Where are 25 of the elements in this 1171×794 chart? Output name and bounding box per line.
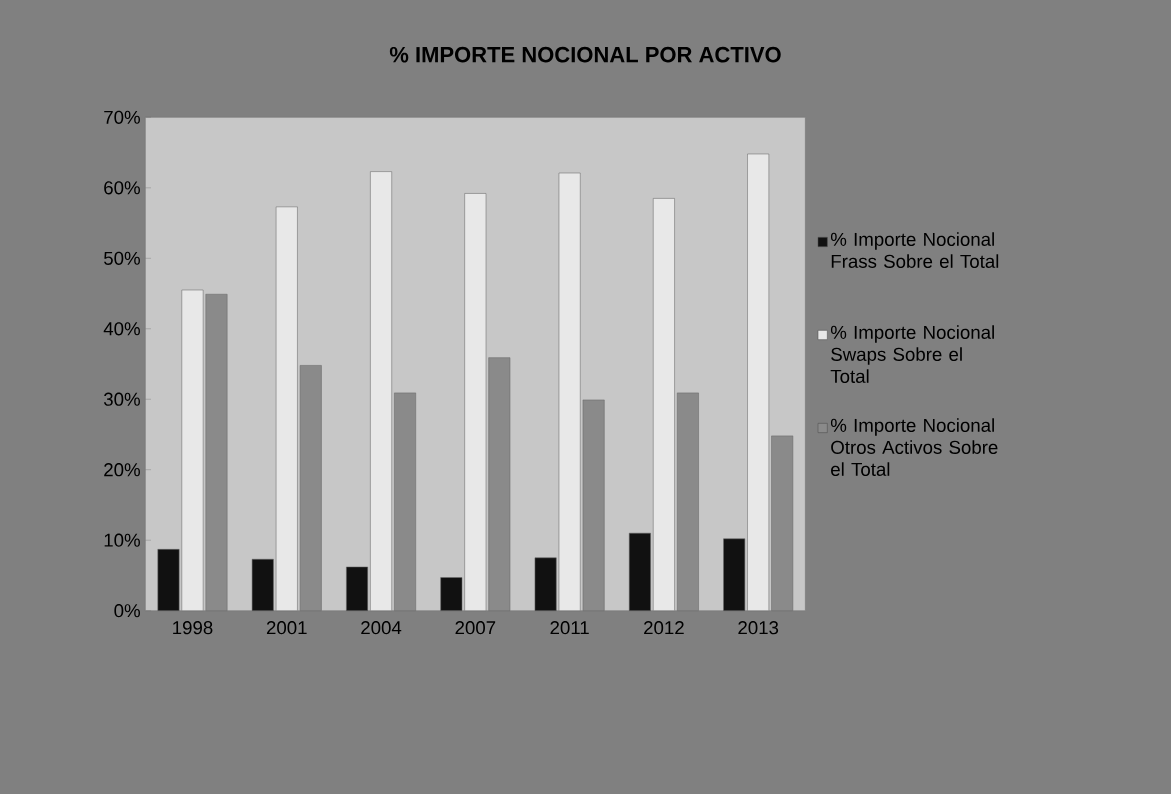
y-tick-label: 10% xyxy=(104,533,140,547)
x-tick-label: 2012 xyxy=(644,621,684,635)
bar xyxy=(394,392,416,611)
y-tick-label: 40% xyxy=(103,322,140,336)
x-tick-label: 2013 xyxy=(738,621,779,635)
bar xyxy=(652,198,675,611)
legend-label: % Importe Nocional Frass Sobre el Total xyxy=(830,232,999,268)
y-tick-label: 60% xyxy=(104,181,140,195)
x-tick-label: 2004 xyxy=(361,621,402,635)
y-tick-label: 70% xyxy=(104,110,140,124)
bar xyxy=(628,532,651,611)
y-tick-label: 0% xyxy=(114,604,140,618)
bar xyxy=(346,566,368,611)
x-tick-label: 2011 xyxy=(550,621,589,635)
legend-label: % Importe Nocional Otros Activos Sobre el Total xyxy=(830,418,998,476)
y-tick-label: 50% xyxy=(104,251,140,265)
x-tick-label: 1998 xyxy=(173,621,213,635)
bar xyxy=(370,171,392,611)
y-tick-label: 30% xyxy=(103,392,140,406)
legend-label: % Importe Nocional Swaps Sobre el Total xyxy=(830,325,994,383)
y-tick-label: 20% xyxy=(104,463,140,477)
bar xyxy=(676,392,699,611)
x-tick-label: 2007 xyxy=(455,621,496,635)
x-tick-label: 2001 xyxy=(266,621,307,635)
chart-title: % IMPORTE NOCIONAL POR ACTIVO xyxy=(389,46,781,63)
